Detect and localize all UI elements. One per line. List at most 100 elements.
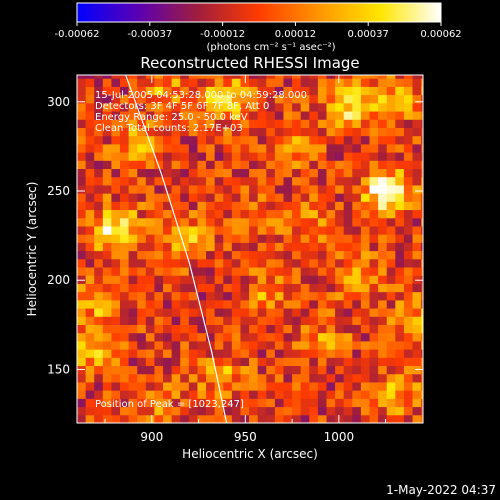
heatmap-cell <box>223 94 233 104</box>
heatmap-cell <box>102 316 112 325</box>
heatmap-cell <box>171 390 181 399</box>
heatmap-cell <box>128 258 138 268</box>
heatmap-cell <box>197 184 207 194</box>
heatmap-cell <box>94 217 104 227</box>
heatmap-cell <box>317 267 327 276</box>
heatmap-cell <box>180 299 190 309</box>
heatmap-cell <box>274 258 284 268</box>
heatmap-cell <box>300 316 310 325</box>
heatmap-cell <box>111 168 121 178</box>
heatmap-cell <box>335 308 345 317</box>
heatmap-cell <box>326 143 336 153</box>
heatmap-cell <box>412 250 422 260</box>
heatmap-cell <box>309 86 319 96</box>
heatmap-cell <box>111 316 121 325</box>
heatmap-cell <box>77 78 87 87</box>
heatmap-cell <box>77 324 87 334</box>
heatmap-cell <box>335 390 345 399</box>
heatmap-cell <box>395 275 405 284</box>
heatmap-cell <box>326 168 336 178</box>
heatmap-cell <box>77 160 87 170</box>
heatmap-cell <box>180 86 190 96</box>
heatmap-cell <box>240 225 250 235</box>
heatmap-cell <box>343 340 353 350</box>
heatmap-cell <box>378 381 388 391</box>
heatmap-cell <box>335 78 345 87</box>
heatmap-cell <box>378 217 388 227</box>
heatmap-cell <box>309 275 319 284</box>
heatmap-cell <box>309 94 319 104</box>
heatmap-cell <box>335 365 345 375</box>
heatmap-cell <box>154 111 164 120</box>
heatmap-cell <box>163 373 173 383</box>
annotations: 15-Jul-2005 04:53:28.000 to 04:59:28.000… <box>95 90 307 410</box>
x-tick-label: 900 <box>140 430 163 444</box>
heatmap-cell <box>137 193 147 202</box>
heatmap-cell <box>283 398 293 408</box>
heatmap-cell <box>77 332 87 342</box>
heatmap-cell <box>137 111 147 120</box>
heatmap-cell <box>283 324 293 334</box>
heatmap-cell <box>266 75 276 79</box>
heatmap-cell <box>360 119 371 128</box>
heatmap-cell <box>206 390 216 399</box>
heatmap-cell <box>145 143 155 153</box>
heatmap-cell <box>266 176 276 186</box>
heatmap-cell <box>120 234 130 243</box>
heatmap-cell <box>386 217 396 227</box>
heatmap-cell <box>120 414 130 423</box>
heatmap-cell <box>154 414 164 423</box>
heatmap-cell <box>309 406 319 416</box>
heatmap-cell <box>266 168 276 178</box>
heatmap-cell <box>403 152 414 161</box>
heatmap-cell <box>335 184 345 194</box>
heatmap-cell <box>85 258 95 268</box>
heatmap-cell <box>154 217 164 227</box>
heatmap-cell <box>378 135 388 145</box>
heatmap-cell <box>128 390 138 399</box>
heatmap-cell <box>85 332 95 342</box>
heatmap-cell <box>188 193 198 202</box>
heatmap-cell <box>111 102 121 112</box>
heatmap-cell <box>137 102 147 112</box>
heatmap-cell <box>283 414 293 423</box>
heatmap-cell <box>111 119 121 128</box>
heatmap-cell <box>128 102 138 112</box>
heatmap-cell <box>77 184 87 194</box>
heatmap-cell <box>412 308 422 317</box>
heatmap-cell <box>326 340 336 350</box>
heatmap-cell <box>395 349 405 358</box>
heatmap-cell <box>231 340 241 350</box>
heatmap-cell <box>283 258 293 268</box>
heatmap-cell <box>309 340 319 350</box>
heatmap-cell <box>378 152 388 161</box>
heatmap-cell <box>94 299 104 309</box>
heatmap-cell <box>111 250 121 260</box>
heatmap-cell <box>137 291 147 301</box>
heatmap-cell <box>317 308 327 317</box>
heatmap-cell <box>352 373 362 383</box>
heatmap-cell <box>274 152 284 161</box>
heatmap-cell <box>171 267 181 276</box>
heatmap-cell <box>249 168 259 178</box>
heatmap-cell <box>360 225 371 235</box>
heatmap-cell <box>163 201 173 211</box>
heatmap-cell <box>352 316 362 325</box>
heatmap-cell <box>137 299 147 309</box>
heatmap-cell <box>283 225 293 235</box>
heatmap-cell <box>326 299 336 309</box>
heatmap-cell <box>85 102 95 112</box>
heatmap-cell <box>214 86 224 96</box>
heatmap-cell <box>120 201 130 211</box>
heatmap-cell <box>77 152 87 161</box>
heatmap-cell <box>94 398 104 408</box>
heatmap-cell <box>395 135 405 145</box>
heatmap-cell <box>257 357 267 367</box>
heatmap-cell <box>343 381 353 391</box>
heatmap-cell <box>102 152 112 161</box>
heatmap-cell <box>395 381 405 391</box>
heatmap-cell <box>197 349 207 358</box>
heatmap-cell <box>369 275 379 284</box>
heatmap-cell <box>335 250 345 260</box>
heatmap-cell <box>292 267 302 276</box>
